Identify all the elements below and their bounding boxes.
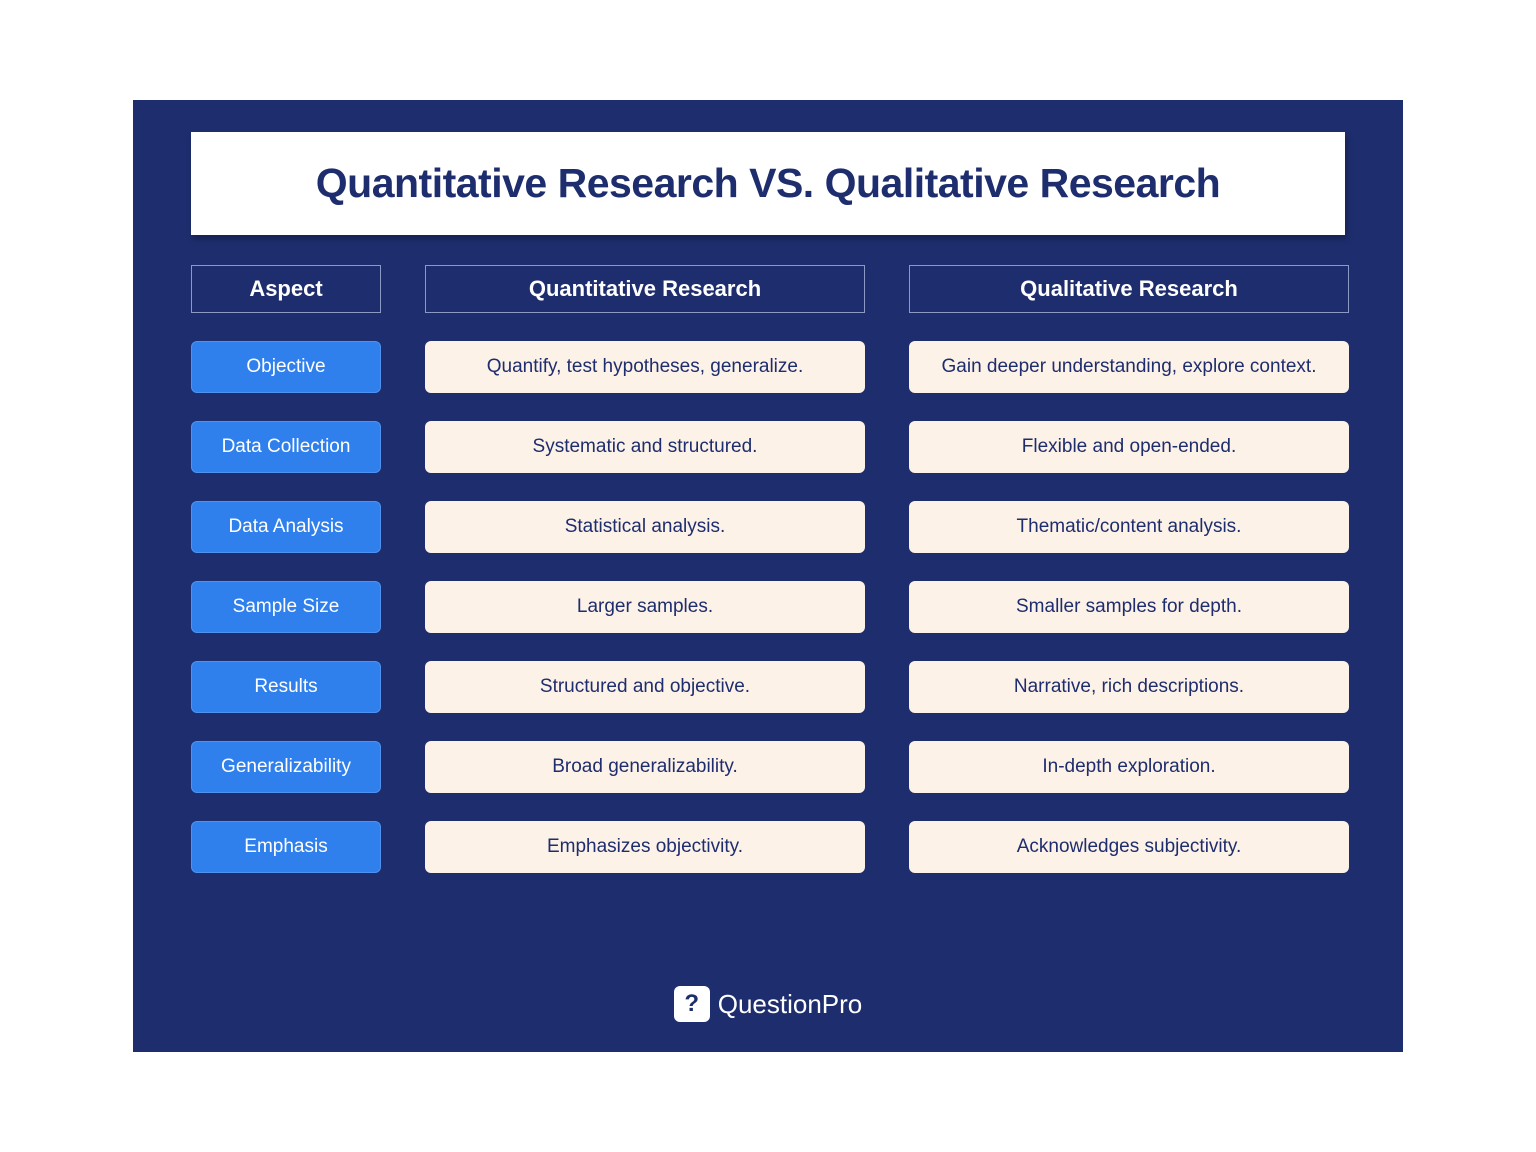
aspect-cell: Objective (191, 341, 381, 393)
quant-cell: Larger samples. (425, 581, 865, 633)
header-quantitative: Quantitative Research (425, 265, 865, 313)
page-title: Quantitative Research VS. Qualitative Re… (211, 160, 1325, 207)
aspect-cell: Generalizability (191, 741, 381, 793)
qual-cell: Thematic/content analysis. (909, 501, 1349, 553)
aspect-cell: Data Analysis (191, 501, 381, 553)
brand-name: QuestionPro (718, 989, 863, 1020)
quant-cell: Systematic and structured. (425, 421, 865, 473)
aspect-cell: Emphasis (191, 821, 381, 873)
quant-cell: Structured and objective. (425, 661, 865, 713)
qual-cell: Acknowledges subjectivity. (909, 821, 1349, 873)
quant-cell: Statistical analysis. (425, 501, 865, 553)
quant-cell: Quantify, test hypotheses, generalize. (425, 341, 865, 393)
qual-cell: In-depth exploration. (909, 741, 1349, 793)
aspect-cell: Results (191, 661, 381, 713)
brand-logo-icon: ? (674, 986, 710, 1022)
title-box: Quantitative Research VS. Qualitative Re… (191, 132, 1345, 235)
aspect-cell: Data Collection (191, 421, 381, 473)
header-qualitative: Qualitative Research (909, 265, 1349, 313)
infographic-container: Quantitative Research VS. Qualitative Re… (133, 100, 1403, 1052)
quant-cell: Emphasizes objectivity. (425, 821, 865, 873)
qual-cell: Flexible and open-ended. (909, 421, 1349, 473)
qual-cell: Smaller samples for depth. (909, 581, 1349, 633)
qual-cell: Gain deeper understanding, explore conte… (909, 341, 1349, 393)
quant-cell: Broad generalizability. (425, 741, 865, 793)
comparison-grid: Aspect Quantitative Research Qualitative… (191, 265, 1345, 873)
aspect-cell: Sample Size (191, 581, 381, 633)
qual-cell: Narrative, rich descriptions. (909, 661, 1349, 713)
header-aspect: Aspect (191, 265, 381, 313)
brand-footer: ? QuestionPro (191, 956, 1345, 1022)
